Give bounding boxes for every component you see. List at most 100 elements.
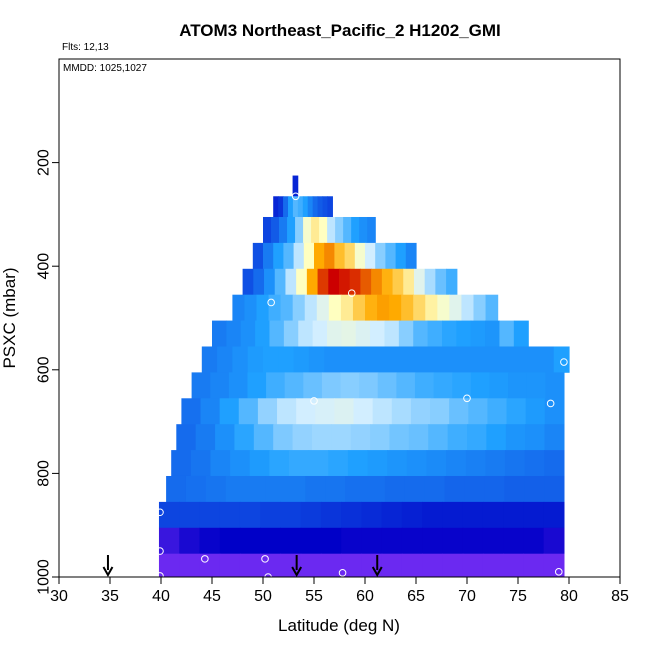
x-tick-label: 35	[101, 588, 119, 605]
observation-point	[291, 192, 300, 201]
heatmap-cell	[269, 450, 290, 477]
heatmap-cell	[422, 553, 444, 578]
plot-area	[102, 175, 570, 581]
heatmap-cell	[365, 242, 376, 270]
x-tick-label: 55	[305, 588, 323, 605]
heatmap-cell	[408, 424, 429, 451]
heatmap-cell	[543, 553, 565, 578]
observation-point	[156, 547, 164, 555]
heatmap-cell	[308, 346, 325, 373]
heatmap-cell	[403, 268, 415, 296]
heatmap-cell	[327, 196, 333, 218]
heatmap-cell	[371, 268, 383, 296]
heatmap-cell	[405, 242, 417, 270]
heatmap-cell	[523, 501, 545, 529]
heatmap-cell	[253, 424, 274, 451]
heatmap-cell	[524, 475, 545, 503]
heatmap-cell	[325, 475, 346, 503]
heatmap-cell	[255, 320, 271, 347]
heatmap-cell	[293, 346, 310, 373]
flight-arrow	[291, 555, 303, 578]
heatmap-cell	[312, 320, 328, 347]
heatmap-cell	[487, 398, 508, 425]
heatmap-cell	[543, 527, 565, 555]
heatmap-cell	[381, 268, 394, 296]
heatmap-cell	[289, 450, 310, 477]
heatmap-cell	[523, 527, 545, 555]
heatmap-cell	[271, 216, 280, 244]
heatmap-cell	[446, 346, 463, 373]
plot-frame	[58, 58, 621, 578]
heatmap-cell	[287, 196, 294, 218]
heatmap-cell	[263, 242, 274, 270]
heatmap-cell	[470, 320, 486, 347]
heatmap-cell	[219, 527, 241, 555]
heatmap-cell	[404, 475, 426, 503]
heatmap-cell	[232, 346, 249, 373]
heatmap-cell	[244, 294, 258, 321]
heatmap-cell	[320, 501, 342, 529]
heatmap-cell	[285, 475, 306, 503]
heatmap-cell	[473, 294, 487, 321]
x-tick-label: 85	[611, 588, 629, 605]
heatmap-cell	[171, 450, 192, 477]
observation-point	[310, 397, 318, 405]
heatmap-cell	[360, 268, 372, 296]
heatmap-cell	[302, 196, 309, 218]
observation-point	[347, 289, 356, 297]
y-axis: 200 400 600 800 1000	[36, 149, 59, 595]
x-tick-label: 40	[152, 588, 170, 605]
heatmap-cell	[199, 501, 221, 529]
heatmap-cell	[452, 372, 472, 399]
heatmap-cell	[467, 424, 487, 451]
heatmap-cell	[422, 501, 444, 529]
heatmap-cell	[426, 450, 447, 477]
heatmap-cell	[422, 527, 444, 555]
heatmap-cell	[464, 475, 485, 503]
heatmap-cell	[361, 501, 383, 529]
heatmap-cell	[314, 242, 325, 270]
heatmap-cell	[442, 527, 464, 555]
x-tick-label: 60	[356, 588, 374, 605]
heatmap-cell	[247, 372, 267, 399]
heatmap-cell	[384, 320, 400, 347]
heatmap-cell	[427, 320, 443, 347]
heatmap-cell	[435, 268, 447, 296]
heatmap-cell	[359, 216, 368, 244]
heatmap-cell	[544, 424, 565, 451]
heatmap-cell	[199, 553, 221, 578]
heatmap-cell	[508, 372, 528, 399]
heatmap-cell	[395, 242, 407, 270]
heatmap-cell	[334, 242, 346, 270]
heatmap-cell	[410, 398, 431, 425]
heatmap-cell	[277, 398, 297, 425]
heatmap-cell	[413, 294, 426, 321]
heatmap-cell	[446, 268, 458, 296]
heatmap-cell	[226, 320, 242, 347]
heatmap-cell	[489, 372, 509, 399]
heatmap-cell	[367, 216, 376, 244]
observation-point	[201, 555, 209, 563]
heatmap-cell	[385, 242, 397, 270]
heatmap-cell	[285, 268, 297, 296]
heatmap-cell	[158, 553, 180, 578]
heatmap-cell	[328, 268, 340, 296]
heatmap-cell	[311, 424, 332, 451]
observation-point	[261, 555, 269, 563]
observation-point	[463, 394, 471, 403]
heatmap-cell	[462, 553, 484, 578]
heatmap-cell	[401, 527, 423, 555]
heatmap-cell	[370, 346, 386, 373]
heatmap-cell	[507, 346, 524, 373]
heatmap-cell	[240, 320, 256, 347]
heatmap-cell	[352, 294, 366, 321]
heatmap-cell	[361, 527, 383, 555]
heatmap-cell	[283, 320, 299, 347]
heatmap-cell	[158, 501, 180, 529]
heatmap-cell	[355, 320, 371, 347]
dates-note: MMDD: 1025,1027	[63, 63, 147, 74]
arrow-head	[291, 566, 303, 578]
heatmap-cell	[283, 196, 289, 218]
heatmap-cell	[219, 501, 241, 529]
heatmap-cell	[273, 242, 284, 270]
